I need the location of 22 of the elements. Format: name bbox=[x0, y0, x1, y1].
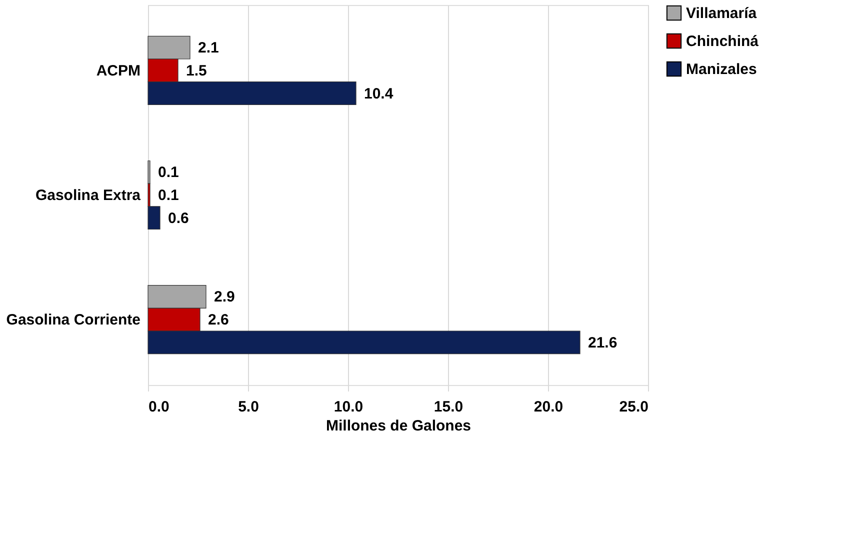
x-tick-label: 15.0 bbox=[434, 398, 464, 416]
legend-label: Manizales bbox=[686, 61, 757, 78]
data-label: 1.5 bbox=[186, 62, 207, 80]
data-label: 0.6 bbox=[168, 210, 189, 227]
data-label: 2.9 bbox=[214, 288, 235, 306]
data-label: 2.6 bbox=[208, 312, 229, 329]
legend-label: Villamaría bbox=[686, 5, 758, 22]
y-tick-label: Gasolina Extra bbox=[35, 187, 142, 204]
x-tick-label: 5.0 bbox=[238, 398, 259, 416]
y-tick-label: Gasolina Corriente bbox=[6, 312, 140, 329]
data-label: 10.4 bbox=[364, 85, 394, 102]
data-label: 0.1 bbox=[158, 164, 179, 182]
data-label: 0.1 bbox=[158, 187, 179, 204]
data-label: 2.1 bbox=[198, 40, 219, 57]
x-tick-label: 25.0 bbox=[619, 398, 648, 416]
legend-label: Chinchiná bbox=[686, 33, 760, 50]
x-tick-label: 10.0 bbox=[334, 398, 364, 416]
x-tick-label: 0.0 bbox=[148, 398, 170, 416]
data-label: 21.6 bbox=[588, 334, 618, 352]
x-axis-title: Millones de Galones bbox=[326, 418, 472, 434]
x-tick-label: 20.0 bbox=[534, 398, 564, 416]
y-tick-label: ACPM bbox=[96, 62, 140, 80]
